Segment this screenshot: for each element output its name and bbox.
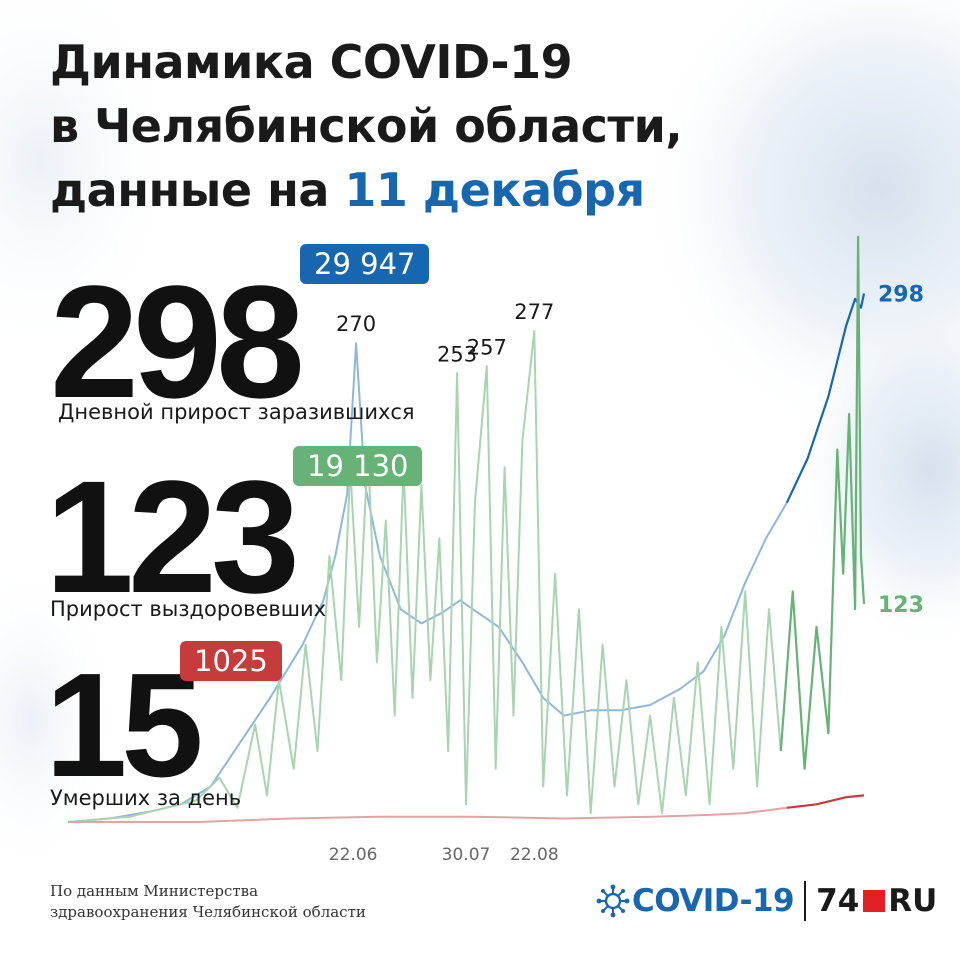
deaths-series-line-recent <box>786 794 865 809</box>
peak-value-label: 257 <box>467 335 507 359</box>
title-line-1: Динамика COVID-19 <box>50 35 573 89</box>
recovered-series-line-past <box>67 329 782 823</box>
deaths-label: Умерших за день <box>50 786 242 810</box>
page-title: Динамика COVID-19 в Челябинской области,… <box>50 30 683 222</box>
cases-label: Дневной прирост заразившихся <box>58 400 415 424</box>
brand-covid-text: COVID-19 <box>632 883 795 919</box>
recovered-daily-value: 123 <box>45 447 300 626</box>
virus-icon <box>596 884 630 918</box>
peak-value-label: 277 <box>514 300 554 324</box>
cases-series-line-past <box>67 342 788 823</box>
deaths-total-badge: 1025 <box>180 641 282 681</box>
source-line-2: здравоохранения Челябинской области <box>50 903 366 921</box>
brand-red-square <box>863 890 886 912</box>
cases-series-line-recent <box>785 293 866 504</box>
peak-value-label: 270 <box>336 312 376 336</box>
deaths-daily-value: 15 <box>45 643 204 808</box>
cases-daily-value: 298 <box>50 252 305 431</box>
title-line-2: в Челябинской области, <box>50 99 683 153</box>
title-date: 11 декабря <box>344 163 645 217</box>
cases-total-badge: 29 947 <box>300 244 430 284</box>
title-line-3-prefix: данные на <box>50 163 345 217</box>
source-note: По данным Министерства здравоохранения Ч… <box>50 881 366 923</box>
recovered-series-line-recent <box>779 235 866 770</box>
recovered-total-badge: 19 130 <box>293 446 423 486</box>
title-line-3: данные на 11 декабря <box>50 158 682 222</box>
cases-end-label: 298 <box>878 283 924 308</box>
source-line-1: По данным Министерства <box>50 882 259 900</box>
x-tick-label: 22.08 <box>510 845 559 865</box>
x-tick-label: 30.07 <box>442 845 491 865</box>
brand-divider <box>804 881 807 921</box>
deaths-series-line-past <box>68 806 787 823</box>
x-tick-label: 22.06 <box>329 845 378 865</box>
peak-value-label: 253 <box>437 342 477 366</box>
brand-ru-text: RU <box>888 883 938 919</box>
recovered-end-label: 123 <box>878 593 924 618</box>
recovered-label: Прирост выздоровевших <box>50 597 327 621</box>
brand-74-text: 74 <box>816 883 860 919</box>
brand-logo: COVID-19 74 RU <box>596 876 937 926</box>
